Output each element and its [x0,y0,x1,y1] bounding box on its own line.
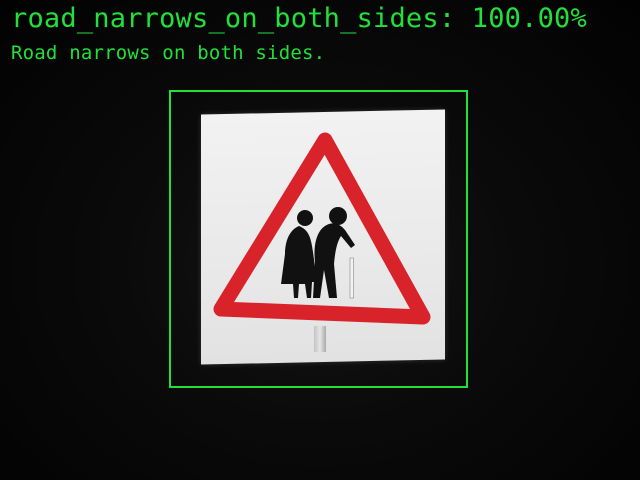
detection-label: road_narrows_on_both_sides: 100.00% [11,3,587,34]
warning-triangle-border [213,132,431,325]
elderly-woman-figure [281,210,317,298]
elderly-man-figure [313,207,355,298]
sign-post [314,326,326,352]
walking-cane [349,257,354,299]
elderly-people-warning-triangle-icon [213,132,431,325]
detection-description: Road narrows on both sides. [11,42,326,64]
detection-bounding-box [169,90,468,388]
